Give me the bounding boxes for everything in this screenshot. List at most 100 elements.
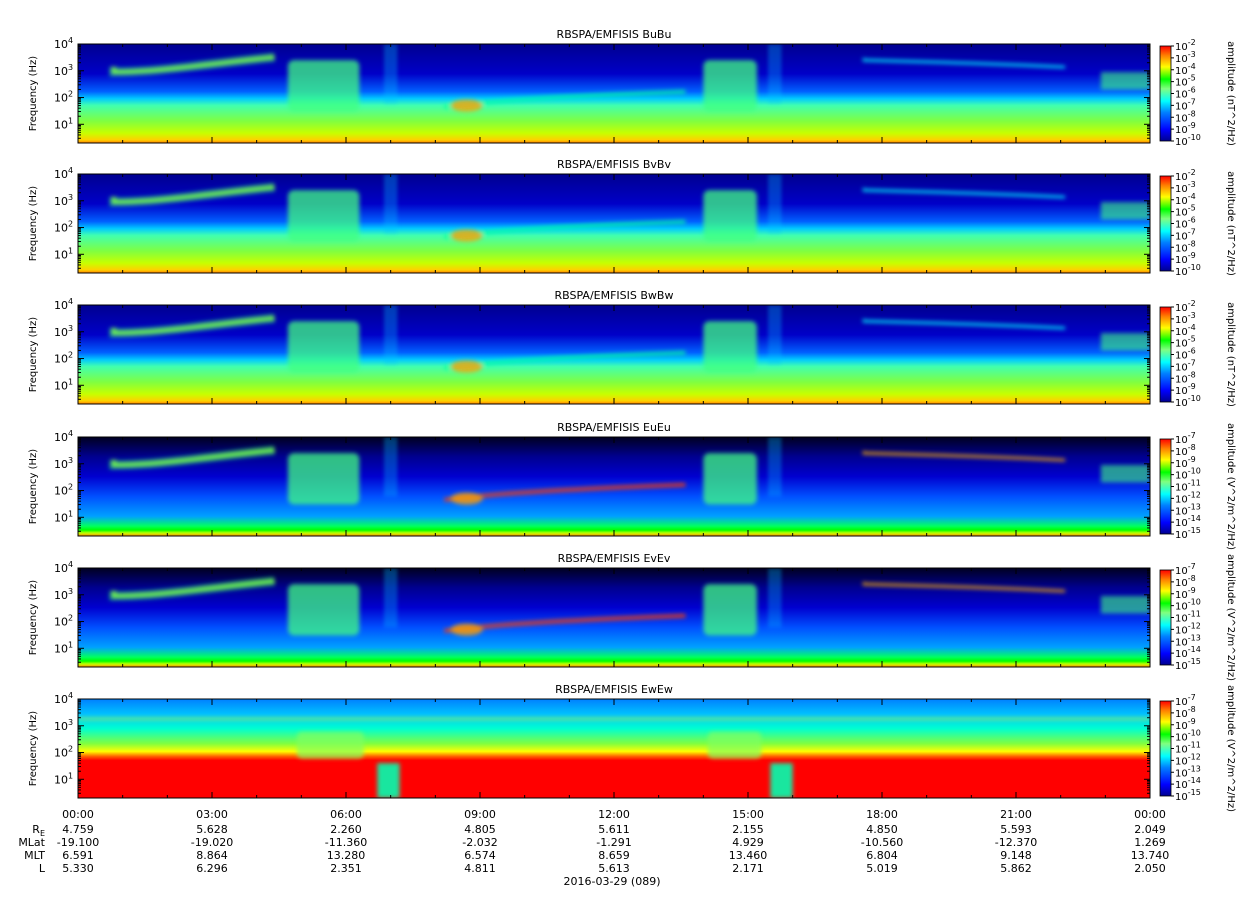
y-tick-label: 104 — [54, 297, 73, 312]
colorbar-tick-label: 10-4 — [1175, 192, 1196, 207]
time-tick-label: 12:00 — [598, 808, 630, 821]
y-tick-label: 101 — [54, 246, 73, 261]
ephemeris-value: 8.659 — [598, 849, 630, 862]
colorbar-tick-label: 10-13 — [1175, 764, 1201, 779]
panel-2: RBSPA/EMFISIS BvBv 101 102 103 104 Frequency … — [28, 158, 1236, 278]
ephemeris-value: 5.593 — [1000, 823, 1032, 836]
y-axis-label: Frequency (Hz) — [28, 711, 39, 787]
colorbar-tick-label: 10-11 — [1175, 479, 1201, 494]
colorbar-tick-label: 10-8 — [1175, 443, 1196, 458]
ephemeris-value: -11.360 — [325, 836, 367, 849]
y-tick-label: 103 — [54, 324, 73, 339]
y-tick-label: 103 — [54, 193, 73, 208]
colorbar — [1159, 569, 1172, 666]
ephemeris-value: -19.100 — [57, 836, 99, 849]
colorbar-tick-label: 10-4 — [1175, 323, 1196, 338]
ephemeris-value: 8.864 — [196, 849, 228, 862]
ephemeris-value: -10.560 — [861, 836, 903, 849]
colorbar-tick-label: 10-15 — [1175, 526, 1201, 541]
panel-title: RBSPA/EMFISIS BwBw — [555, 289, 674, 302]
colorbar-tick-label: 10-9 — [1175, 251, 1196, 266]
colorbar-tick-label: 10-7 — [1175, 227, 1196, 242]
time-tick-label: 00:00 — [1134, 808, 1166, 821]
colorbar-tick-label: 10-6 — [1175, 347, 1196, 362]
colorbar-tick-label: 10-11 — [1175, 610, 1201, 625]
colorbar — [1159, 306, 1172, 403]
ephemeris-value: 6.296 — [196, 862, 228, 875]
colorbar-tick-label: 10-10 — [1175, 394, 1201, 409]
y-tick-label: 102 — [54, 351, 73, 366]
ephemeris-table: RE 4.759 5.628 2.260 4.805 5.611 2.155 4.850 5.5… — [18, 823, 1169, 875]
spectral-features — [109, 174, 1150, 242]
y-tick-label: 103 — [54, 587, 73, 602]
ephemeris-value: 2.155 — [732, 823, 764, 836]
time-tick-label: 06:00 — [330, 808, 362, 821]
colorbar-tick-label: 10-9 — [1175, 717, 1196, 732]
ephemeris-value: 2.351 — [330, 862, 362, 875]
y-axis-label: Frequency (Hz) — [28, 580, 39, 656]
colorbar-label: amplitude (nT^2/Hz) — [1225, 302, 1236, 407]
colorbar-tick-label: 10-10 — [1175, 467, 1201, 482]
y-tick-label: 103 — [54, 63, 73, 78]
colorbar-tick-label: 10-2 — [1175, 299, 1196, 314]
colorbar-label: amplitude (V^2/m^2/Hz) — [1225, 554, 1236, 681]
panel-title: RBSPA/EMFISIS EuEu — [557, 421, 671, 434]
ephemeris-value: 5.628 — [196, 823, 228, 836]
ephemeris-value: 13.740 — [1131, 849, 1170, 862]
colorbar-tick-label: 10-12 — [1175, 490, 1201, 505]
time-tick-label: 15:00 — [732, 808, 764, 821]
ephemeris-value: 5.613 — [598, 862, 630, 875]
ephemeris-value: 5.019 — [866, 862, 898, 875]
colorbar-tick-label: 10-5 — [1175, 74, 1196, 89]
colorbar-tick-label: 10-15 — [1175, 657, 1201, 672]
date-label: 2016-03-29 (089) — [563, 875, 660, 888]
colorbar — [1159, 700, 1172, 797]
y-tick-label: 101 — [54, 640, 73, 655]
ephemeris-value: 4.811 — [464, 862, 496, 875]
y-axis-label: Frequency (Hz) — [28, 56, 39, 132]
y-tick-label: 102 — [54, 483, 73, 498]
y-tick-label: 102 — [54, 90, 73, 105]
colorbar-label: amplitude (nT^2/Hz) — [1225, 171, 1236, 276]
ephemeris-row-label: RE — [32, 823, 45, 838]
panel-title: RBSPA/EMFISIS BuBu — [557, 28, 672, 41]
colorbar-tick-label: 10-7 — [1175, 358, 1196, 373]
spectral-features — [109, 568, 1150, 636]
ephemeris-row-label: L — [39, 862, 46, 875]
ephemeris-value: -19.020 — [191, 836, 233, 849]
panel-3: RBSPA/EMFISIS BwBw 101 102 103 104 Frequency … — [28, 289, 1236, 409]
time-tick-label: 00:00 — [62, 808, 94, 821]
colorbar-label: amplitude (nT^2/Hz) — [1225, 41, 1236, 146]
y-tick-label: 102 — [54, 220, 73, 235]
y-tick-label: 101 — [54, 116, 73, 131]
panel-4: RBSPA/EMFISIS EuEu 101 102 103 104 Frequency … — [28, 421, 1236, 550]
ephemeris-value: 2.260 — [330, 823, 362, 836]
y-tick-label: 103 — [54, 718, 73, 733]
y-tick-label: 104 — [54, 429, 73, 444]
colorbar-tick-label: 10-7 — [1175, 562, 1196, 577]
panel-title: RBSPA/EMFISIS EvEv — [558, 552, 671, 565]
ephemeris-value: 5.611 — [598, 823, 630, 836]
colorbar-tick-label: 10-15 — [1175, 788, 1201, 803]
time-axis: 00:00 03:00 06:00 09:00 12:00 15:00 18:00 21:00… — [62, 808, 1166, 821]
spectrogram-image — [78, 699, 1150, 798]
ephemeris-value: 6.804 — [866, 849, 898, 862]
ephemeris-value: 4.805 — [464, 823, 496, 836]
y-tick-label: 103 — [54, 456, 73, 471]
ephemeris-value: 4.759 — [62, 823, 94, 836]
spectral-features — [109, 44, 1150, 112]
ephemeris-value: -2.032 — [462, 836, 497, 849]
colorbar-tick-label: 10-3 — [1175, 50, 1196, 65]
colorbar-label: amplitude (V^2/m^2/Hz) — [1225, 423, 1236, 550]
y-tick-label: 104 — [54, 166, 73, 181]
colorbar-tick-label: 10-9 — [1175, 382, 1196, 397]
colorbar-tick-label: 10-9 — [1175, 455, 1196, 470]
y-tick-label: 101 — [54, 509, 73, 524]
ephemeris-value: 2.171 — [732, 862, 764, 875]
y-tick-label: 104 — [54, 36, 73, 51]
ephemeris-value: 6.591 — [62, 849, 94, 862]
y-tick-label: 101 — [54, 771, 73, 786]
colorbar-tick-label: 10-6 — [1175, 86, 1196, 101]
colorbar-tick-label: 10-2 — [1175, 168, 1196, 183]
colorbar-tick-label: 10-3 — [1175, 311, 1196, 326]
